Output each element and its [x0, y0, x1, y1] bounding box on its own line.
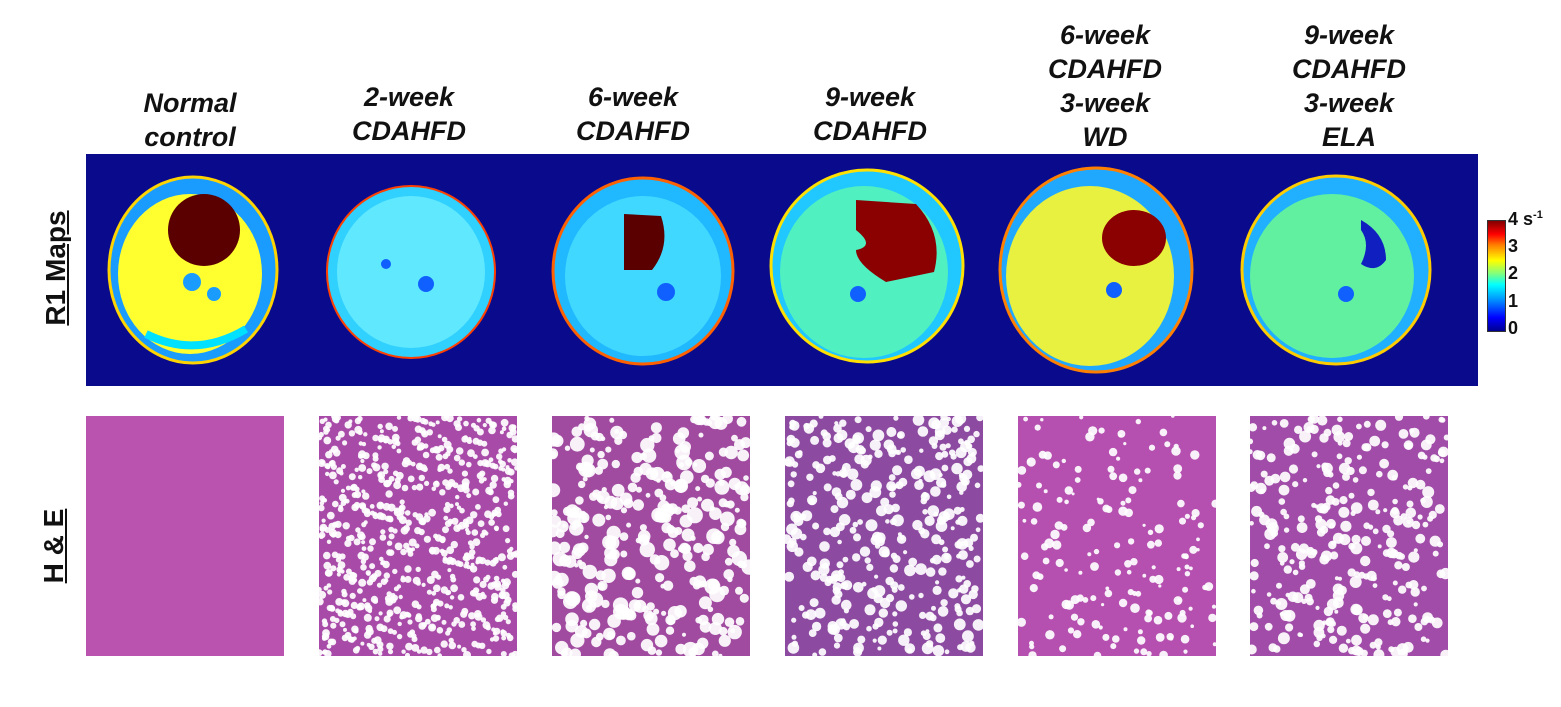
title-line: 3-week — [1059, 88, 1151, 118]
title-line: 6-week — [1059, 20, 1151, 50]
r1-colorbar — [1487, 220, 1506, 332]
he-tile-normal-control — [86, 416, 284, 656]
column-title-2-week: 2-week CDAHFD — [299, 80, 519, 148]
colorbar-tick-0: 0 — [1508, 318, 1519, 338]
r1-maps-strip — [86, 154, 1478, 386]
title-line: CDAHFD — [352, 116, 466, 146]
r1-slice-9-week-ela — [1240, 174, 1432, 366]
title-line: CDAHFD — [1292, 54, 1406, 84]
unit-base: s — [1523, 209, 1534, 229]
r1-slice-2-week — [326, 185, 496, 359]
title-line: 2-week — [363, 82, 455, 112]
title-line: CDAHFD — [576, 116, 690, 146]
row-label-h-and-e: H & E — [38, 508, 69, 584]
he-tile-9-week-ela — [1250, 416, 1448, 656]
title-line: 9-week — [824, 82, 916, 112]
column-title-normal-control: Normal control — [80, 86, 300, 154]
title-line: control — [144, 122, 236, 152]
r1-maps-image — [107, 166, 1432, 374]
title-line: WD — [1082, 122, 1128, 152]
title-line: CDAHFD — [1048, 54, 1162, 84]
title-line: CDAHFD — [813, 116, 927, 146]
title-line: Normal — [143, 88, 237, 118]
tick-value: 4 — [1508, 209, 1519, 229]
r1-slice-6-week-wd — [998, 166, 1194, 374]
r1-slice-6-week — [551, 176, 735, 366]
he-tile-9-week — [785, 416, 983, 656]
colorbar-tick-3: 3 — [1508, 236, 1519, 256]
column-title-6-week-wd: 6-week CDAHFD 3-week WD — [995, 18, 1215, 154]
column-title-9-week: 9-week CDAHFD — [760, 80, 980, 148]
r1-slice-normal-control — [107, 175, 279, 365]
column-title-9-week-ela: 9-week CDAHFD 3-week ELA — [1239, 18, 1459, 154]
title-line: 3-week — [1303, 88, 1395, 118]
he-tile-2-week — [319, 416, 517, 656]
unit-exponent: -1 — [1533, 209, 1543, 221]
colorbar-tick-1: 1 — [1508, 291, 1519, 311]
title-line: ELA — [1322, 122, 1376, 152]
r1-slice-9-week — [769, 168, 965, 364]
colorbar-tick-4: 4 s-1 — [1508, 209, 1543, 230]
colorbar-tick-2: 2 — [1508, 263, 1519, 283]
he-tile-6-week-wd — [1018, 416, 1216, 656]
title-line: 6-week — [587, 82, 679, 112]
he-tile-6-week — [552, 416, 750, 656]
title-line: 9-week — [1303, 20, 1395, 50]
column-title-6-week: 6-week CDAHFD — [523, 80, 743, 148]
row-label-r1-maps: R1 Maps — [40, 210, 71, 326]
